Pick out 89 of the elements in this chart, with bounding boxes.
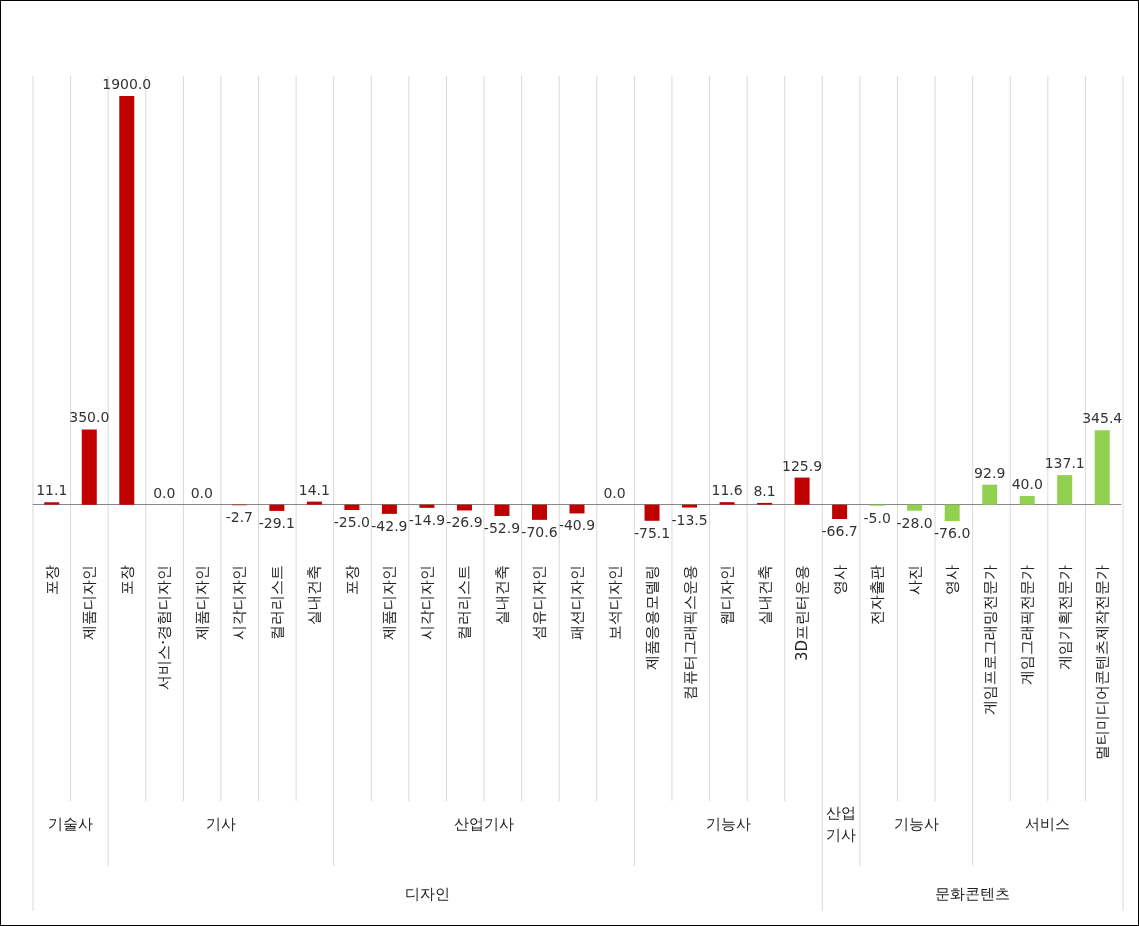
data-label: 92.9 (974, 464, 1006, 481)
x-tick-label: 3D프린터운용 (793, 565, 812, 662)
x-tick-label: 시각디자인 (417, 565, 436, 640)
data-label: 11.6 (711, 482, 743, 499)
data-label: -25.0 (333, 514, 371, 531)
x-tick-label: 패션디자인 (568, 565, 586, 640)
data-label: -40.9 (558, 517, 596, 534)
bar (794, 477, 810, 505)
bar (719, 502, 735, 505)
bar (269, 504, 285, 511)
x-tick-label: 보석디자인 (605, 565, 624, 640)
data-label: 137.1 (1044, 455, 1085, 472)
text: 문화콘텐츠 (935, 885, 1011, 903)
data-label: -52.9 (483, 520, 521, 537)
bar (381, 504, 397, 514)
bar (1094, 430, 1110, 505)
x-tick-label: 영사 (830, 565, 849, 595)
x-tick-label: 제품디자인 (192, 565, 211, 640)
x-tick-label: 컬러리스트 (455, 565, 474, 640)
bar (494, 504, 510, 517)
bar (644, 504, 660, 521)
data-label: -14.9 (408, 511, 446, 528)
bar (344, 504, 360, 511)
data-label: 1900.0 (102, 76, 152, 92)
data-label: 8.1 (753, 482, 776, 499)
x-tick-label: 게임그래픽전문가 (1018, 565, 1037, 685)
x-tick-label: 제품디자인 (80, 565, 99, 640)
x-tick-label: 컬러리스트 (267, 565, 286, 640)
data-label: 40.0 (1011, 476, 1043, 493)
x-tick-label: 웹디자인 (718, 565, 737, 625)
bar (569, 504, 585, 514)
text: 디자인 (405, 885, 451, 903)
text: 산업기사 (454, 815, 515, 833)
x-tick-label: 실내건축 (492, 565, 511, 625)
bar (44, 502, 60, 505)
x-tick-label: 제품응용모델링 (643, 565, 662, 670)
bar (907, 504, 923, 511)
x-tick-label: 실내건축 (755, 565, 774, 625)
text: 산업기사 (826, 804, 857, 844)
data-label: 0.0 (190, 484, 213, 501)
bar (419, 504, 435, 508)
data-label: -42.9 (371, 517, 408, 534)
x-tick-label: 게임프로그래밍전문가 (980, 565, 999, 715)
x-tick-label: 실내건축 (305, 565, 324, 625)
data-label: 11.1 (36, 482, 68, 499)
data-label: -26.9 (446, 514, 483, 531)
data-label: -28.0 (896, 514, 933, 531)
x-tick-label: 시각디자인 (230, 565, 249, 640)
data-label: -66.7 (821, 523, 858, 539)
data-label: -13.5 (671, 511, 708, 528)
bar (119, 96, 135, 505)
data-label: 0.0 (153, 484, 176, 501)
data-label: 345.4 (1082, 410, 1123, 427)
data-label: -75.1 (633, 524, 671, 541)
data-label: 14.1 (298, 481, 330, 498)
data-label: -76.0 (934, 525, 971, 541)
text: 기사 (205, 815, 236, 833)
text: 기능사 (893, 815, 939, 833)
bar (81, 429, 97, 505)
text: 기술사 (48, 815, 94, 833)
data-label: 350.0 (69, 409, 110, 426)
bar (306, 501, 322, 505)
text: 기능사 (705, 815, 751, 833)
data-label: 0.0 (603, 484, 626, 501)
x-tick-label: 멀티미디어콘텐츠제작전문가 (1093, 565, 1112, 760)
x-tick-label: 섬유디자인 (530, 565, 549, 640)
x-tick-label: 제품디자인 (380, 565, 399, 640)
bar (832, 504, 848, 519)
x-tick-label: 포장 (42, 565, 61, 595)
x-tick-label: 컴퓨터그래픽스운용 (680, 565, 699, 700)
bar (982, 484, 998, 505)
bar (1057, 475, 1073, 505)
x-tick-label: 포장 (117, 565, 136, 595)
bar (1019, 496, 1035, 505)
bar (944, 504, 960, 521)
x-tick-label: 서비스·경험디자인 (155, 565, 174, 690)
x-tick-label: 전자출판 (868, 565, 887, 625)
data-label: -2.7 (225, 509, 254, 526)
text: 서비스 (1025, 815, 1071, 833)
x-tick-label: 영사 (943, 565, 962, 595)
data-label: -5.0 (863, 509, 891, 526)
data-label: -70.6 (521, 523, 558, 540)
data-label: -29.1 (258, 514, 295, 531)
data-label: 125.9 (782, 457, 823, 474)
x-tick-label: 사진 (905, 565, 924, 595)
x-tick-label: 게임기획전문가 (1055, 565, 1074, 670)
bar (531, 504, 547, 520)
x-tick-label: 포장 (342, 565, 361, 595)
bar (682, 504, 698, 508)
